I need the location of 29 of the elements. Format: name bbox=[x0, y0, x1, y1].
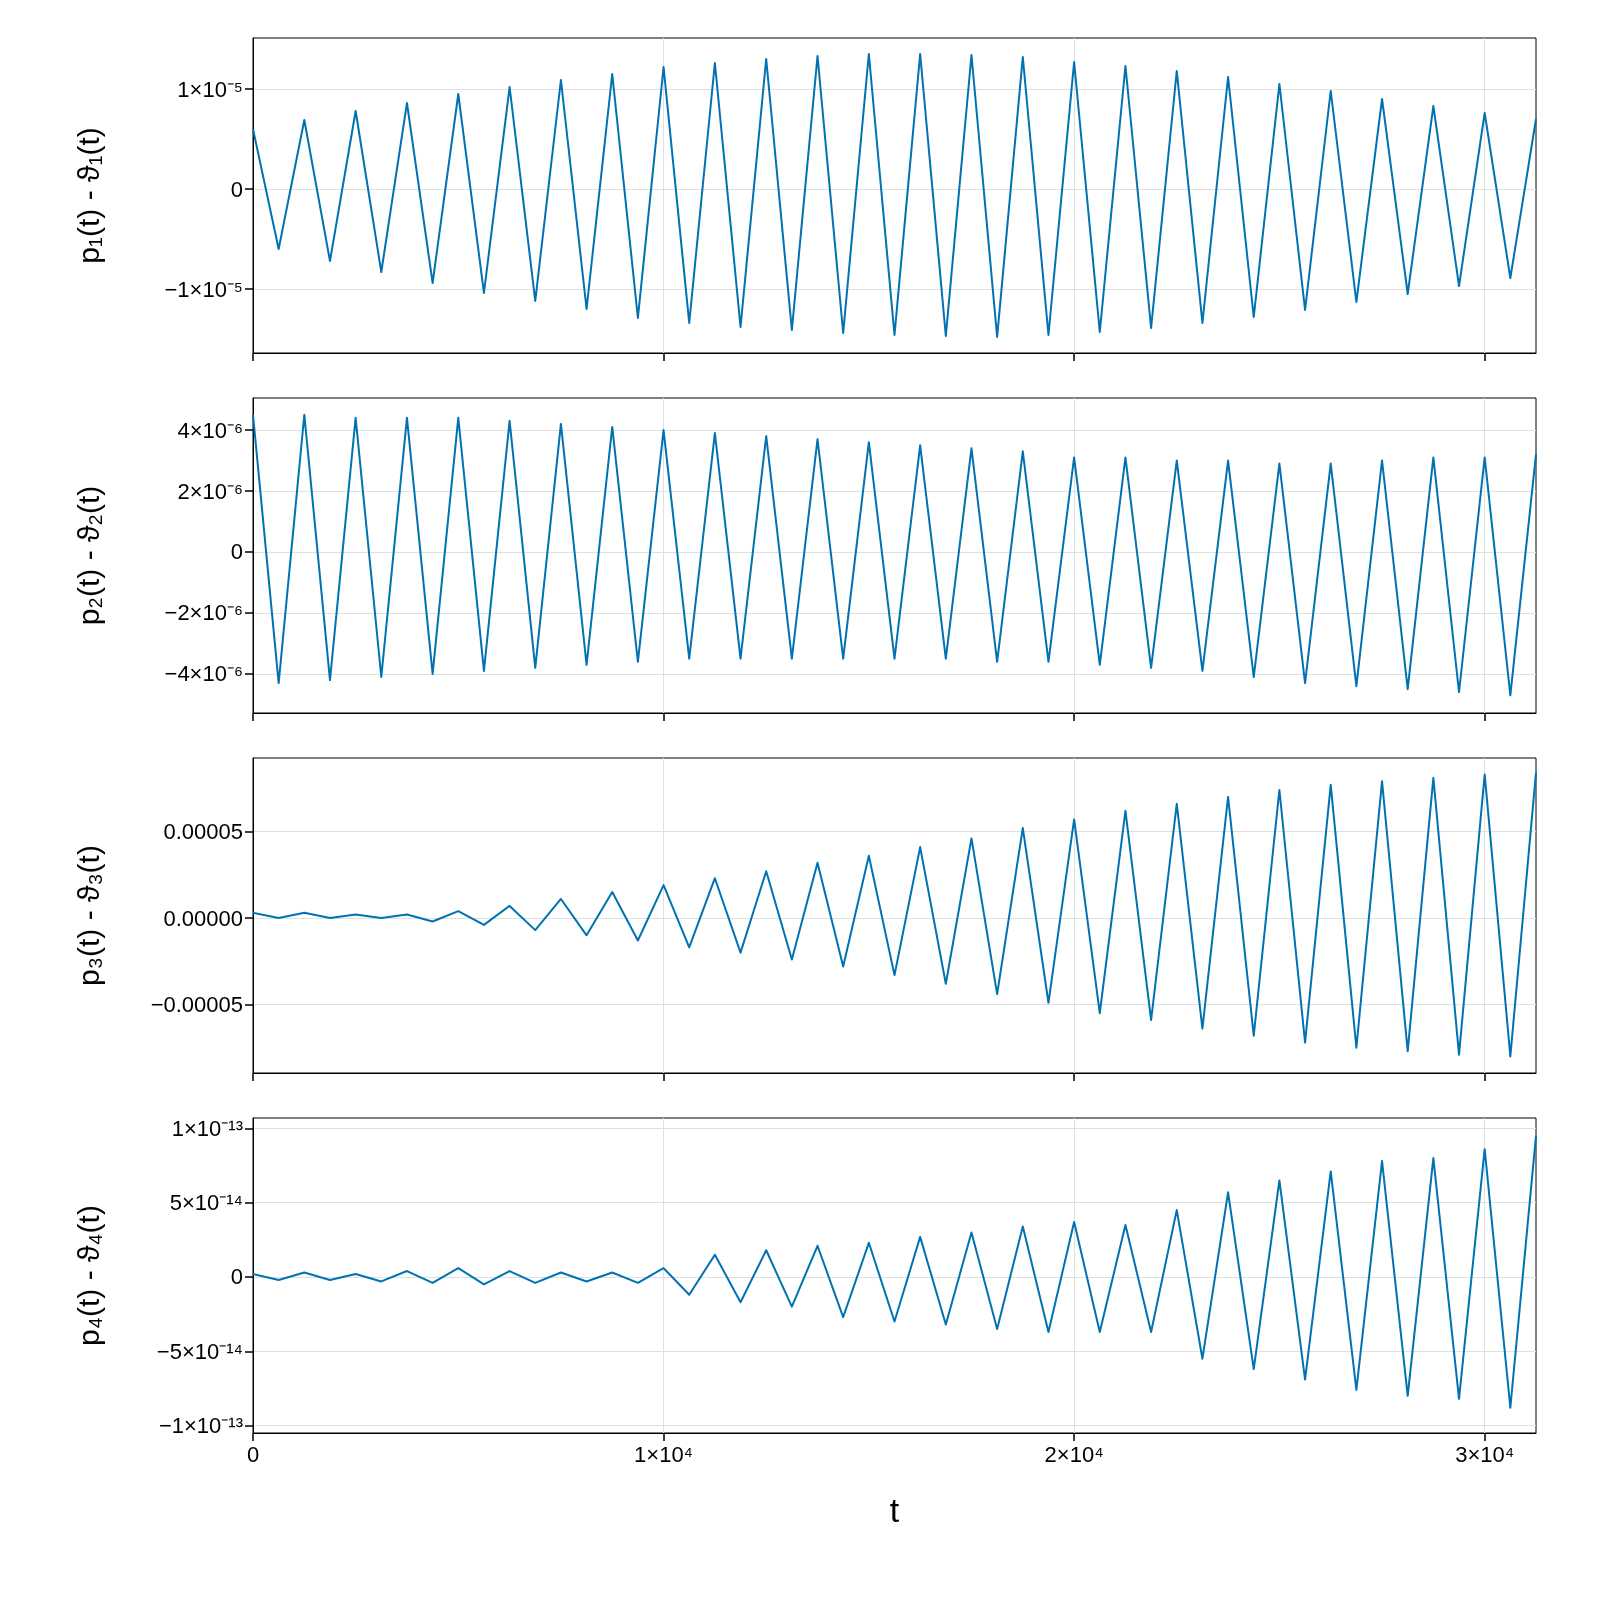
y-tick-label: 1×10⁻⁵ bbox=[177, 76, 243, 102]
y-tick-label: −1×10⁻¹³ bbox=[158, 1413, 243, 1439]
y-tick-label: 5×10⁻¹⁴ bbox=[169, 1190, 243, 1216]
line-series bbox=[252, 413, 1537, 697]
y-tick-label: 2×10⁻⁶ bbox=[177, 478, 243, 504]
x-tick-label: 1×10⁴ bbox=[634, 1441, 694, 1467]
y-axis-title: p₁(t) - ϑ₁(t) bbox=[71, 127, 105, 264]
line-series bbox=[252, 53, 1537, 338]
y-tick-label: −0.00005 bbox=[150, 992, 243, 1017]
y-tick-label: −5×10⁻¹⁴ bbox=[156, 1338, 243, 1364]
y-tick-label: 1×10⁻¹³ bbox=[171, 1115, 243, 1141]
y-tick-label: 0 bbox=[230, 539, 243, 565]
y-tick-label: −4×10⁻⁶ bbox=[164, 661, 243, 687]
y-tick-label: 0 bbox=[230, 1264, 243, 1290]
y-axis-title: p₄(t) - ϑ₄(t) bbox=[71, 1205, 105, 1346]
y-tick-label: 4×10⁻⁶ bbox=[177, 417, 243, 443]
y-tick-label: −2×10⁻⁶ bbox=[164, 600, 243, 626]
x-tick-label: 2×10⁴ bbox=[1044, 1441, 1104, 1467]
line-series bbox=[252, 771, 1537, 1058]
y-axis-title: p₃(t) - ϑ₃(t) bbox=[71, 845, 105, 986]
line-series bbox=[252, 1134, 1537, 1409]
y-axis-title: p₂(t) - ϑ₂(t) bbox=[71, 485, 105, 626]
y-tick-label: 0 bbox=[230, 176, 243, 202]
x-tick-label: 0 bbox=[246, 1441, 260, 1467]
y-tick-label: −1×10⁻⁵ bbox=[164, 276, 243, 302]
y-tick-label: 0.00005 bbox=[163, 819, 243, 845]
y-tick-label: 0.00000 bbox=[163, 905, 243, 931]
x-axis-title: t bbox=[889, 1491, 900, 1529]
x-tick-label: 3×10⁴ bbox=[1455, 1441, 1515, 1467]
